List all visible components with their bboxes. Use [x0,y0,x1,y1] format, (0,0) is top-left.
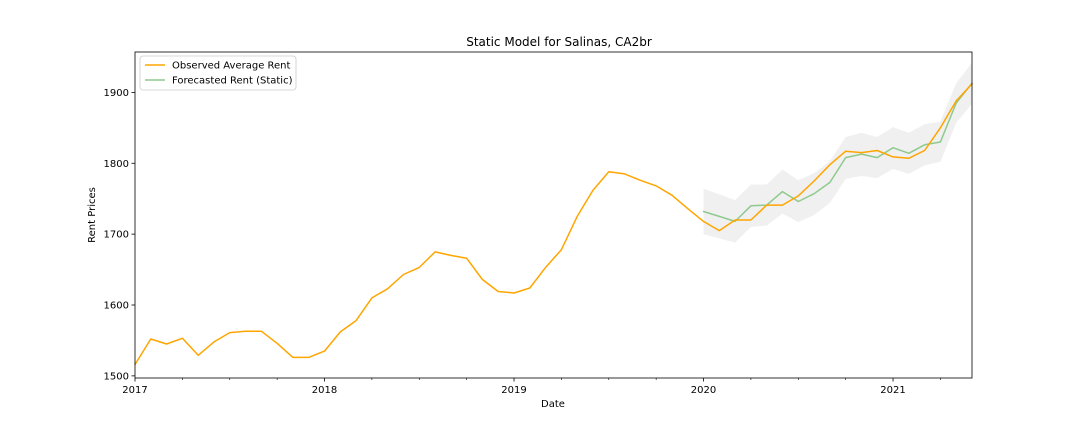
x-tick-label: 2021 [880,385,905,396]
x-axis-label: Date [541,399,565,410]
confidence-band [703,62,972,243]
observed-rent-line [134,83,973,366]
legend-label: Forecasted Rent (Static) [172,76,293,87]
y-tick-label: 1700 [104,230,129,241]
plot-area: 1500 1600 1700 1800 1900 2017 2018 2019 2020 2021… [104,51,973,396]
legend: Observed Average Rent Forecasted Rent (St… [139,55,297,91]
legend-label: Observed Average Rent [172,61,291,72]
forecast-rent-line [702,82,973,223]
x-tick-label: 2020 [691,385,716,396]
x-tick-label: 2019 [501,385,526,396]
y-tick-label: 1900 [104,88,129,99]
x-tick-label: 2017 [122,385,147,396]
y-tick-label: 1600 [104,301,129,312]
x-tick-label: 2018 [312,385,337,396]
y-axis-label: Rent Prices [87,187,98,243]
y-tick-label: 1800 [104,159,129,170]
legend-box [139,55,297,91]
axes-frame [134,51,973,379]
chart-title: Static Model for Salinas, CA2br [466,35,652,49]
y-tick-label: 1500 [104,371,129,382]
